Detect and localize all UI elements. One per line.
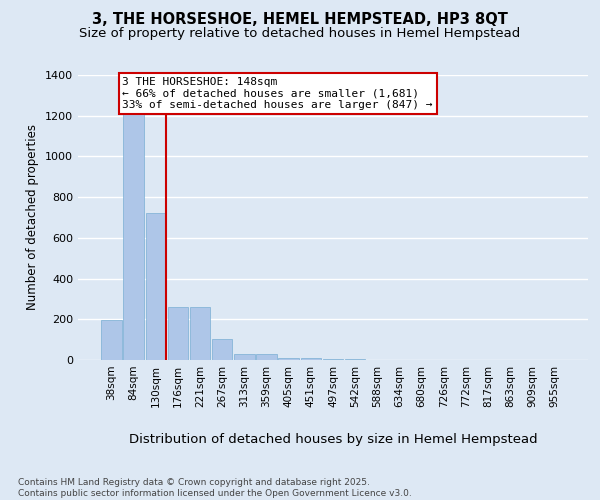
Bar (167, 307, 188, 360)
Y-axis label: Number of detached properties: Number of detached properties (26, 124, 40, 310)
Bar (278, 358, 299, 360)
Bar (234, 354, 254, 360)
Bar (124, 112, 144, 360)
Bar (256, 354, 277, 360)
Bar (101, 320, 122, 360)
Bar (212, 338, 232, 360)
Text: 3 THE HORSESHOE: 148sqm
← 66% of detached houses are smaller (1,681)
33% of semi: 3 THE HORSESHOE: 148sqm ← 66% of detache… (122, 77, 433, 110)
Text: 3, THE HORSESHOE, HEMEL HEMPSTEAD, HP3 8QT: 3, THE HORSESHOE, HEMEL HEMPSTEAD, HP3 8… (92, 12, 508, 28)
Text: Distribution of detached houses by size in Hemel Hempstead: Distribution of detached houses by size … (128, 432, 538, 446)
Text: Contains HM Land Registry data © Crown copyright and database right 2025.
Contai: Contains HM Land Registry data © Crown c… (18, 478, 412, 498)
Bar (190, 307, 210, 360)
Bar (301, 358, 321, 360)
Bar (146, 214, 166, 360)
Text: Size of property relative to detached houses in Hemel Hempstead: Size of property relative to detached ho… (79, 28, 521, 40)
Bar (323, 359, 343, 360)
